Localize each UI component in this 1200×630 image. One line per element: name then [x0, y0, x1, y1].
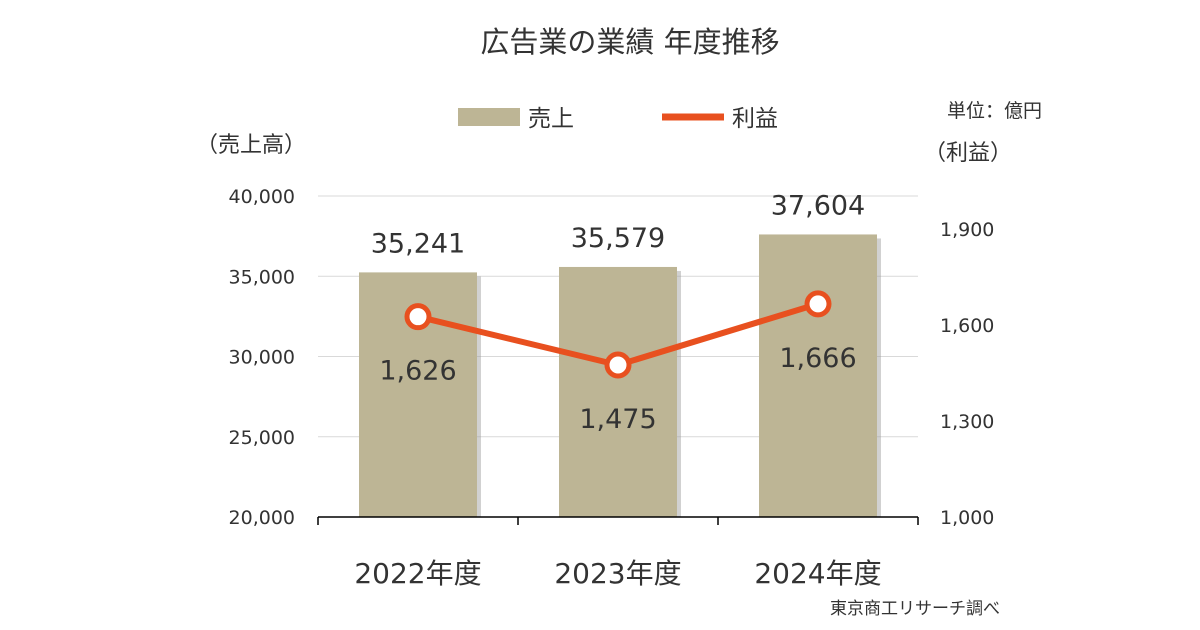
right-axis-title: （利益）: [924, 141, 1012, 166]
line-series: [404, 290, 832, 379]
right-axis-ticks: 1,000 1,300 1,600 1,900: [940, 219, 994, 529]
bar-series: [359, 234, 881, 517]
left-axis-tick-label: 30,000: [229, 347, 295, 369]
right-axis-tick-label: 1,300: [940, 411, 994, 433]
left-axis-tick-label: 35,000: [229, 266, 295, 288]
category-labels: 2022年度 2023年度 2024年度: [354, 557, 881, 590]
left-axis-ticks: 20,000 25,000 30,000 35,000 40,000: [229, 186, 295, 529]
legend-line-label: 利益: [732, 106, 778, 132]
x-axis: [317, 516, 919, 525]
left-axis-title: （売上高）: [196, 133, 306, 158]
bar: [759, 234, 877, 517]
data-labels: 35,241 35,579 37,604 1,626 1,475 1,666: [371, 190, 865, 435]
bar: [559, 266, 677, 517]
line-value-label: 1,626: [379, 356, 456, 387]
left-axis-tick-label: 20,000: [229, 507, 295, 529]
profit-marker: [804, 290, 832, 318]
bar-value-label: 37,604: [771, 190, 865, 221]
line-value-label: 1,475: [579, 404, 656, 435]
line-value-label: 1,666: [779, 343, 856, 374]
left-axis-tick-label: 25,000: [229, 427, 295, 449]
legend-bar-label: 売上: [528, 106, 574, 132]
right-axis-tick-label: 1,600: [940, 315, 994, 337]
bar-value-label: 35,579: [571, 223, 665, 254]
right-axis-tick-label: 1,900: [940, 219, 994, 241]
legend-bar-swatch: [458, 108, 520, 126]
bar-value-label: 35,241: [371, 228, 465, 259]
left-axis-tick-label: 40,000: [229, 186, 295, 208]
category-label: 2023年度: [554, 557, 681, 590]
profit-marker: [604, 351, 632, 379]
right-axis-tick-label: 1,000: [940, 507, 994, 529]
chart-title: 広告業の業績 年度推移: [480, 25, 779, 59]
unit-note: 単位：億円: [947, 100, 1042, 122]
category-label: 2024年度: [754, 557, 881, 590]
category-label: 2022年度: [354, 557, 481, 590]
source-note: 東京商工リサーチ調べ: [830, 599, 1000, 619]
profit-marker: [404, 303, 432, 331]
